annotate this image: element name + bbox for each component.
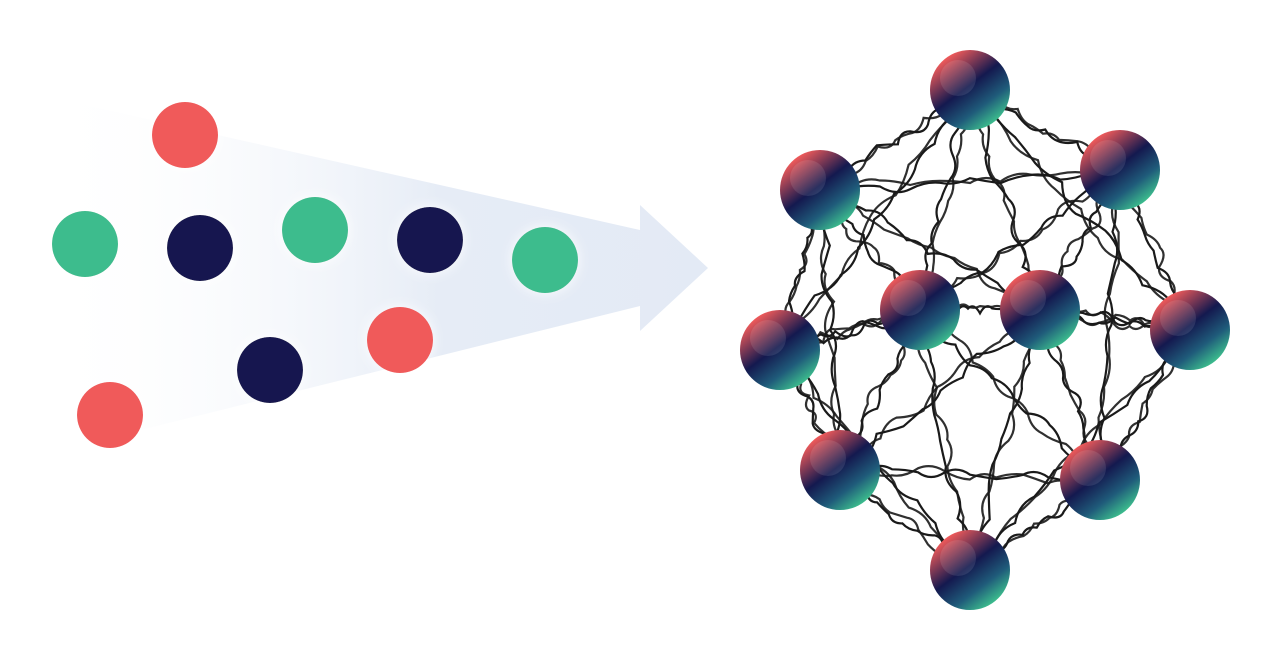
left-dot-8	[77, 382, 143, 448]
left-dot-6	[237, 337, 303, 403]
left-dot-3	[282, 197, 348, 263]
node-n0-highlight	[940, 60, 976, 96]
transition-arrow	[40, 95, 708, 455]
node-n9-highlight	[940, 540, 976, 576]
node-n4-highlight	[1010, 280, 1046, 316]
node-n5-highlight	[750, 320, 786, 356]
left-dot-2	[167, 215, 233, 281]
node-n7-highlight	[810, 440, 846, 476]
node-n2-highlight	[1090, 140, 1126, 176]
node-n3-highlight	[890, 280, 926, 316]
edge-n2-n8-b	[1099, 170, 1121, 480]
node-n6-highlight	[1160, 300, 1196, 336]
left-dot-1	[52, 211, 118, 277]
left-dot-7	[367, 307, 433, 373]
node-n1-highlight	[790, 160, 826, 196]
node-n8-highlight	[1070, 450, 1106, 486]
left-dot-5	[512, 227, 578, 293]
left-dot-0	[152, 102, 218, 168]
left-dot-4	[397, 207, 463, 273]
